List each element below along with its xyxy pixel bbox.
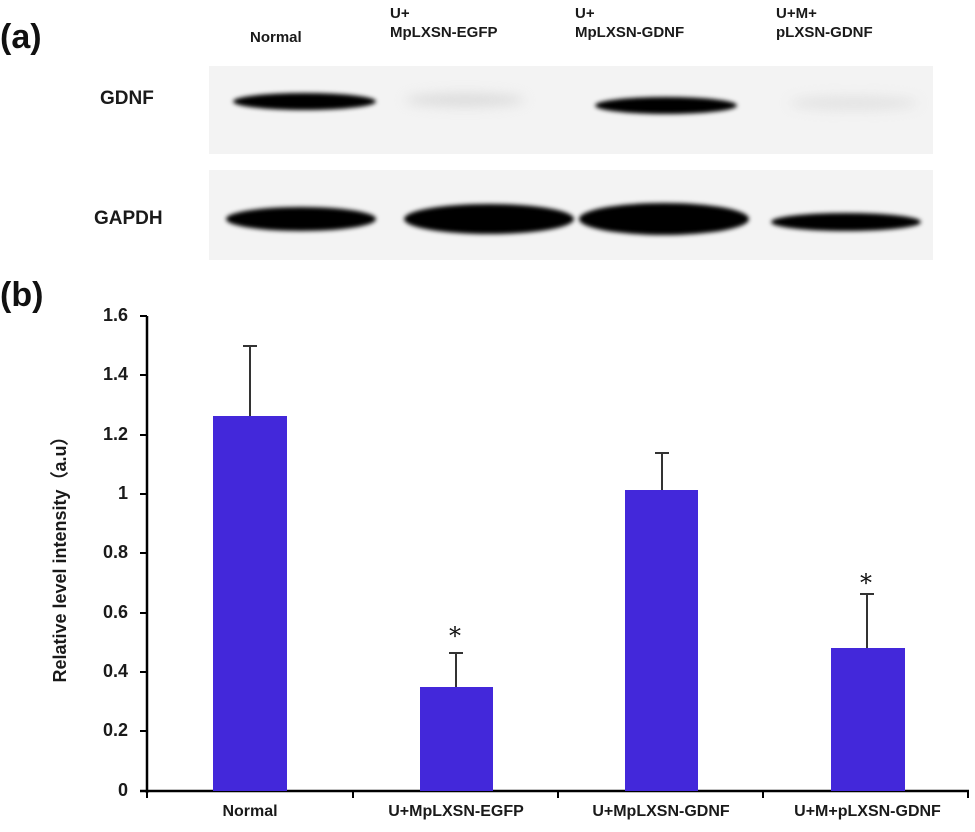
y-tick-label: 1	[117, 483, 128, 503]
lane-label-line: MpLXSN-GDNF	[575, 24, 685, 41]
y-tick-label: 0	[117, 780, 128, 800]
lane-label-line: Normal	[250, 29, 302, 46]
lane-label-gdnf: U+ MpLXSN-GDNF	[575, 4, 684, 42]
y-tick-label: 1.4	[102, 364, 128, 384]
y-tick-label: 0.2	[102, 720, 128, 740]
band-gdnf-gdnf	[595, 97, 737, 114]
blot-gdnf	[209, 66, 933, 154]
band-gapdh-um-gdnf	[771, 213, 921, 231]
significance-asterisk-egfp: *	[449, 622, 461, 650]
band-gdnf-egfp	[405, 94, 525, 106]
y-tick-label: 0.8	[102, 542, 128, 562]
bar-egfp	[420, 687, 493, 791]
row-label-gdnf: GDNF	[100, 88, 154, 109]
x-tick-label-um-gdnf: U+M+pLXSN-GDNF	[794, 803, 941, 820]
band-gdnf-um-gdnf	[789, 96, 919, 110]
lane-label-egfp: U+ MpLXSN-EGFP	[390, 4, 498, 42]
y-tick-label: 1.2	[102, 424, 128, 444]
row-label-gapdh: GAPDH	[94, 208, 163, 229]
y-tick-label: 1.6	[102, 305, 128, 325]
band-gapdh-normal	[226, 207, 376, 231]
band-gapdh-gdnf	[579, 203, 749, 235]
band-gapdh-egfp	[404, 204, 574, 234]
lane-label-um-gdnf: U+M+ pLXSN-GDNF	[776, 4, 873, 42]
y-tick-label: 0.6	[102, 602, 128, 622]
blot-gapdh	[209, 170, 933, 260]
bar-normal	[213, 416, 287, 791]
x-tick-label-egfp: U+MpLXSN-EGFP	[388, 803, 524, 820]
y-ticks	[140, 315, 147, 792]
bar-um-gdnf	[831, 648, 905, 791]
lane-label-line: MpLXSN-EGFP	[390, 24, 498, 41]
significance-asterisk-um-gdnf: *	[860, 569, 872, 597]
lane-label-line: pLXSN-GDNF	[776, 24, 873, 41]
y-tick-label: 0.4	[102, 661, 128, 681]
band-gdnf-normal	[233, 93, 376, 110]
x-ticks	[146, 791, 969, 798]
lane-label-line: U+	[390, 5, 410, 22]
panel-a-label: (a)	[0, 18, 42, 56]
lane-label-line: U+M+	[776, 5, 817, 22]
x-tick-label-normal: Normal	[222, 803, 278, 820]
bar-gdnf	[625, 490, 698, 791]
panel-b-label: (b)	[0, 276, 44, 314]
lane-label-line: U+	[575, 5, 595, 22]
x-tick-label-gdnf: U+MpLXSN-GDNF	[592, 803, 730, 820]
lane-label-normal: Normal	[250, 28, 302, 47]
error-bars	[243, 345, 874, 687]
